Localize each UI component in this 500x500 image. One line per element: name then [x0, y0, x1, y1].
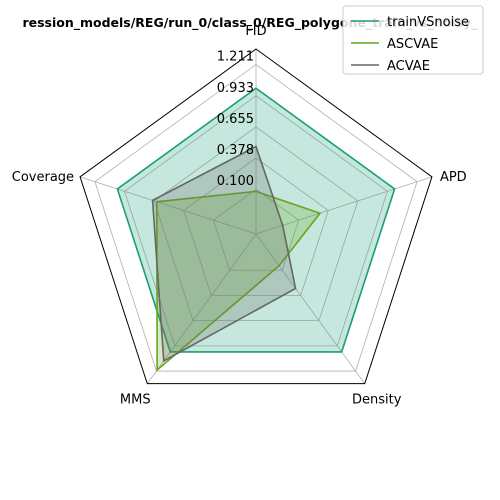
r-tick-label: 1.211	[217, 50, 254, 65]
radar-grid	[79, 48, 433, 385]
series-trainVSnoise	[116, 87, 396, 353]
grid-ring-2	[153, 126, 359, 322]
radar-frame	[79, 48, 433, 385]
r-tick-label: 0.655	[217, 112, 254, 127]
axis-label-apd: APD	[440, 170, 467, 185]
axis-label-density: Density	[352, 393, 402, 408]
grid-spoke-3	[146, 233, 257, 384]
legend-label: trainVSnoise	[387, 15, 469, 30]
grid-ring-3	[124, 95, 388, 347]
r-tick-label: 0.933	[217, 81, 254, 96]
axis-label-mms: MMS	[120, 393, 151, 408]
r-tick-label: 0.378	[217, 143, 254, 158]
grid-spoke-1	[255, 176, 433, 235]
r-tick-label: 0.100	[217, 174, 254, 189]
grid-spoke-4	[79, 176, 257, 235]
legend-label: ACVAE	[387, 59, 430, 74]
grid-spoke-2	[255, 233, 366, 384]
legend-box	[342, 5, 484, 75]
series-ASCVAE	[156, 190, 322, 372]
grid-ring-1	[183, 157, 329, 296]
axis-label-coverage: Coverage	[12, 170, 74, 185]
radar-series	[116, 87, 396, 372]
series-ACVAE	[151, 145, 297, 363]
grid-ring-0	[212, 188, 300, 271]
radar-labels: 0.100 0.378 0.655 0.933 1.211 FID APD Density MM…	[12, 24, 467, 408]
grid-ring-4	[94, 64, 418, 372]
legend-label: ASCVAE	[387, 37, 438, 52]
axis-label-fid: FID	[245, 24, 266, 39]
legend: trainVSnoise ASCVAE ACVAE	[342, 5, 484, 75]
